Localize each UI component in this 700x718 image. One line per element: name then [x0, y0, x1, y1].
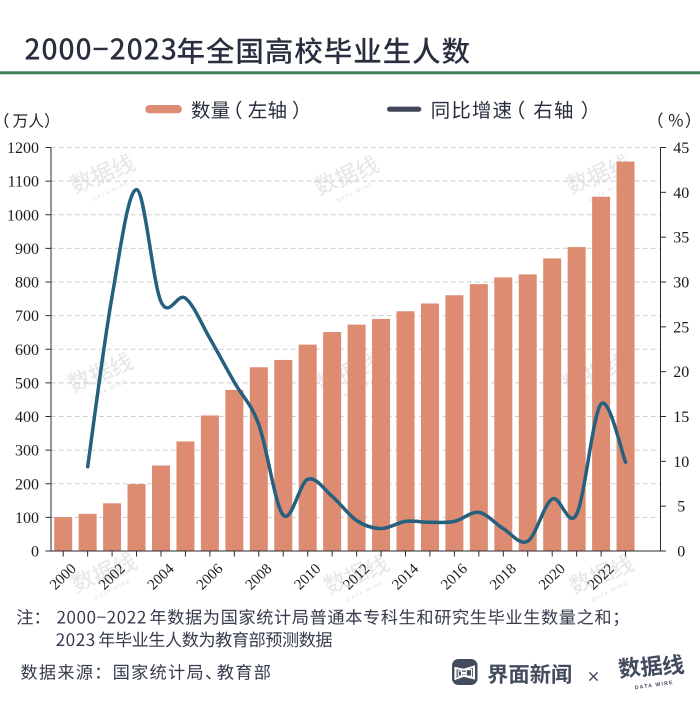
svg-text:900: 900	[15, 241, 39, 258]
svg-text:100: 100	[15, 510, 39, 527]
svg-text:25: 25	[673, 319, 689, 336]
svg-text:500: 500	[15, 375, 39, 392]
svg-text:0: 0	[677, 544, 685, 561]
svg-text:35: 35	[673, 230, 689, 247]
svg-text:20: 20	[673, 364, 689, 381]
svg-text:300: 300	[15, 443, 39, 460]
svg-text:400: 400	[15, 409, 39, 426]
svg-text:200: 200	[15, 476, 39, 493]
svg-text:600: 600	[15, 342, 39, 359]
svg-text:40: 40	[673, 185, 689, 202]
svg-text:15: 15	[673, 409, 689, 426]
svg-text:1100: 1100	[8, 174, 39, 191]
svg-text:5: 5	[677, 499, 685, 516]
svg-text:45: 45	[673, 140, 689, 157]
svg-text:1200: 1200	[7, 140, 39, 157]
svg-text:0: 0	[31, 544, 39, 561]
svg-text:800: 800	[15, 275, 39, 292]
svg-text:30: 30	[673, 275, 689, 292]
svg-text:10: 10	[673, 454, 689, 471]
svg-text:1000: 1000	[7, 207, 39, 224]
svg-text:700: 700	[15, 308, 39, 325]
